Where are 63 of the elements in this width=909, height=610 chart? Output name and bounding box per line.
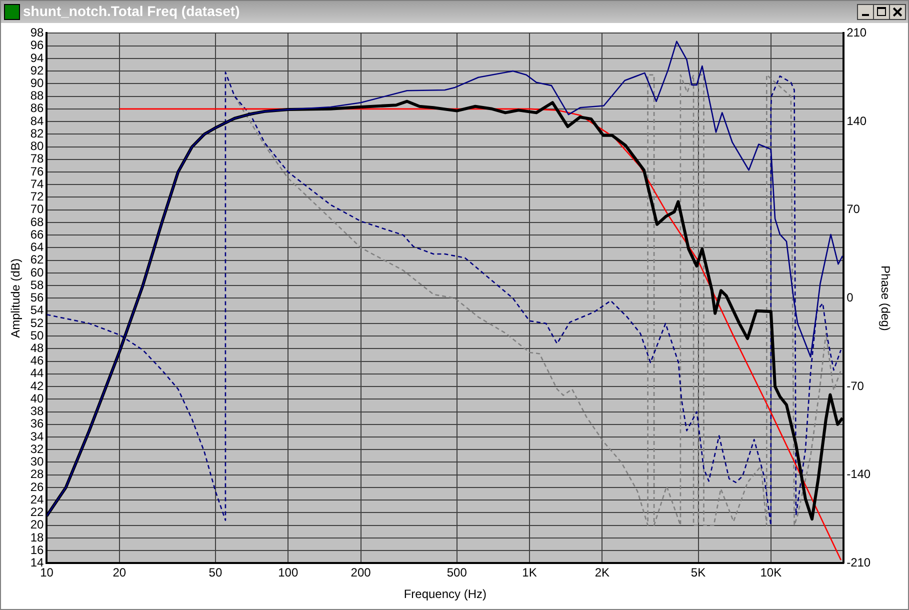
- y-tick-label: 36: [30, 416, 44, 431]
- y-tick-label: 62: [30, 252, 44, 267]
- y-tick-label: 34: [30, 429, 44, 444]
- x-tick-label: 10K: [760, 566, 782, 580]
- y-tick-label: 18: [30, 530, 44, 544]
- y-tick-label: 68: [30, 214, 44, 229]
- y-tick-label: 94: [30, 50, 44, 65]
- x-tick-label: 1K: [522, 566, 537, 580]
- x-tick-label: 100: [278, 566, 298, 580]
- x-tick-label: 50: [208, 566, 222, 580]
- x-tick-label: 20: [112, 566, 126, 580]
- y-tick-label: 88: [30, 88, 44, 103]
- y-tick-label: 56: [30, 290, 44, 305]
- x-tick-label: 5K: [690, 566, 706, 580]
- y-tick-label: 54: [30, 303, 44, 318]
- y2-tick-label: 0: [846, 290, 854, 305]
- y2-tick-label: 210: [846, 26, 867, 40]
- y2-tick-label: -140: [846, 467, 871, 482]
- y-tick-label: 30: [30, 454, 44, 469]
- y-tick-label: 74: [30, 176, 44, 191]
- y-tick-label: 72: [30, 190, 44, 204]
- y2-tick-label: -70: [846, 378, 864, 393]
- y-tick-label: 90: [30, 76, 44, 90]
- y-tick-label: 20: [30, 518, 44, 532]
- y-tick-label: 16: [30, 542, 44, 557]
- y-tick-label: 42: [30, 378, 44, 393]
- x-tick-label: 10: [40, 566, 54, 580]
- chart-title: shunt_notch.Total Freq (dataset): [23, 3, 240, 19]
- x-tick-label: 200: [350, 566, 372, 580]
- y-tick-label: 50: [30, 328, 44, 342]
- y-tick-label: 24: [30, 492, 44, 506]
- y-tick-label: 96: [30, 38, 44, 52]
- y-tick-label: 64: [30, 240, 44, 254]
- y-tick-label: 80: [30, 139, 44, 154]
- y-tick-label: 28: [30, 467, 44, 482]
- y-tick-label: 46: [30, 354, 44, 368]
- x-axis-title: Frequency (Hz): [404, 587, 487, 602]
- y-tick-label: 40: [30, 391, 44, 406]
- y-tick-label: 84: [30, 114, 44, 128]
- y-tick-label: 26: [30, 480, 44, 494]
- y-axis-title: Amplitude (dB): [8, 258, 23, 338]
- y-tick-label: 92: [30, 63, 44, 78]
- y-tick-label: 44: [30, 366, 44, 380]
- y2-axis-title: Phase (deg): [878, 266, 892, 331]
- y-tick-label: 66: [30, 227, 44, 242]
- x-tick-label: 2K: [594, 566, 610, 580]
- y-tick-label: 48: [30, 340, 44, 355]
- y-tick-label: 76: [30, 164, 44, 178]
- y-tick-label: 22: [30, 505, 44, 520]
- y2-tick-label: 140: [846, 114, 867, 128]
- y-tick-label: 82: [30, 126, 44, 140]
- y2-tick-label: -210: [846, 556, 871, 570]
- y-tick-label: 38: [30, 404, 44, 418]
- y-tick-label: 60: [30, 265, 44, 280]
- y-tick-label: 52: [30, 316, 44, 330]
- y2-tick-label: 70: [846, 202, 860, 216]
- y-tick-label: 70: [30, 202, 44, 216]
- y-tick-label: 32: [30, 442, 44, 456]
- y-tick-label: 58: [30, 278, 44, 292]
- y-tick-label: 98: [30, 26, 44, 40]
- y-tick-label: 86: [30, 101, 44, 116]
- x-tick-label: 500: [446, 566, 468, 580]
- y-tick-label: 78: [30, 152, 44, 166]
